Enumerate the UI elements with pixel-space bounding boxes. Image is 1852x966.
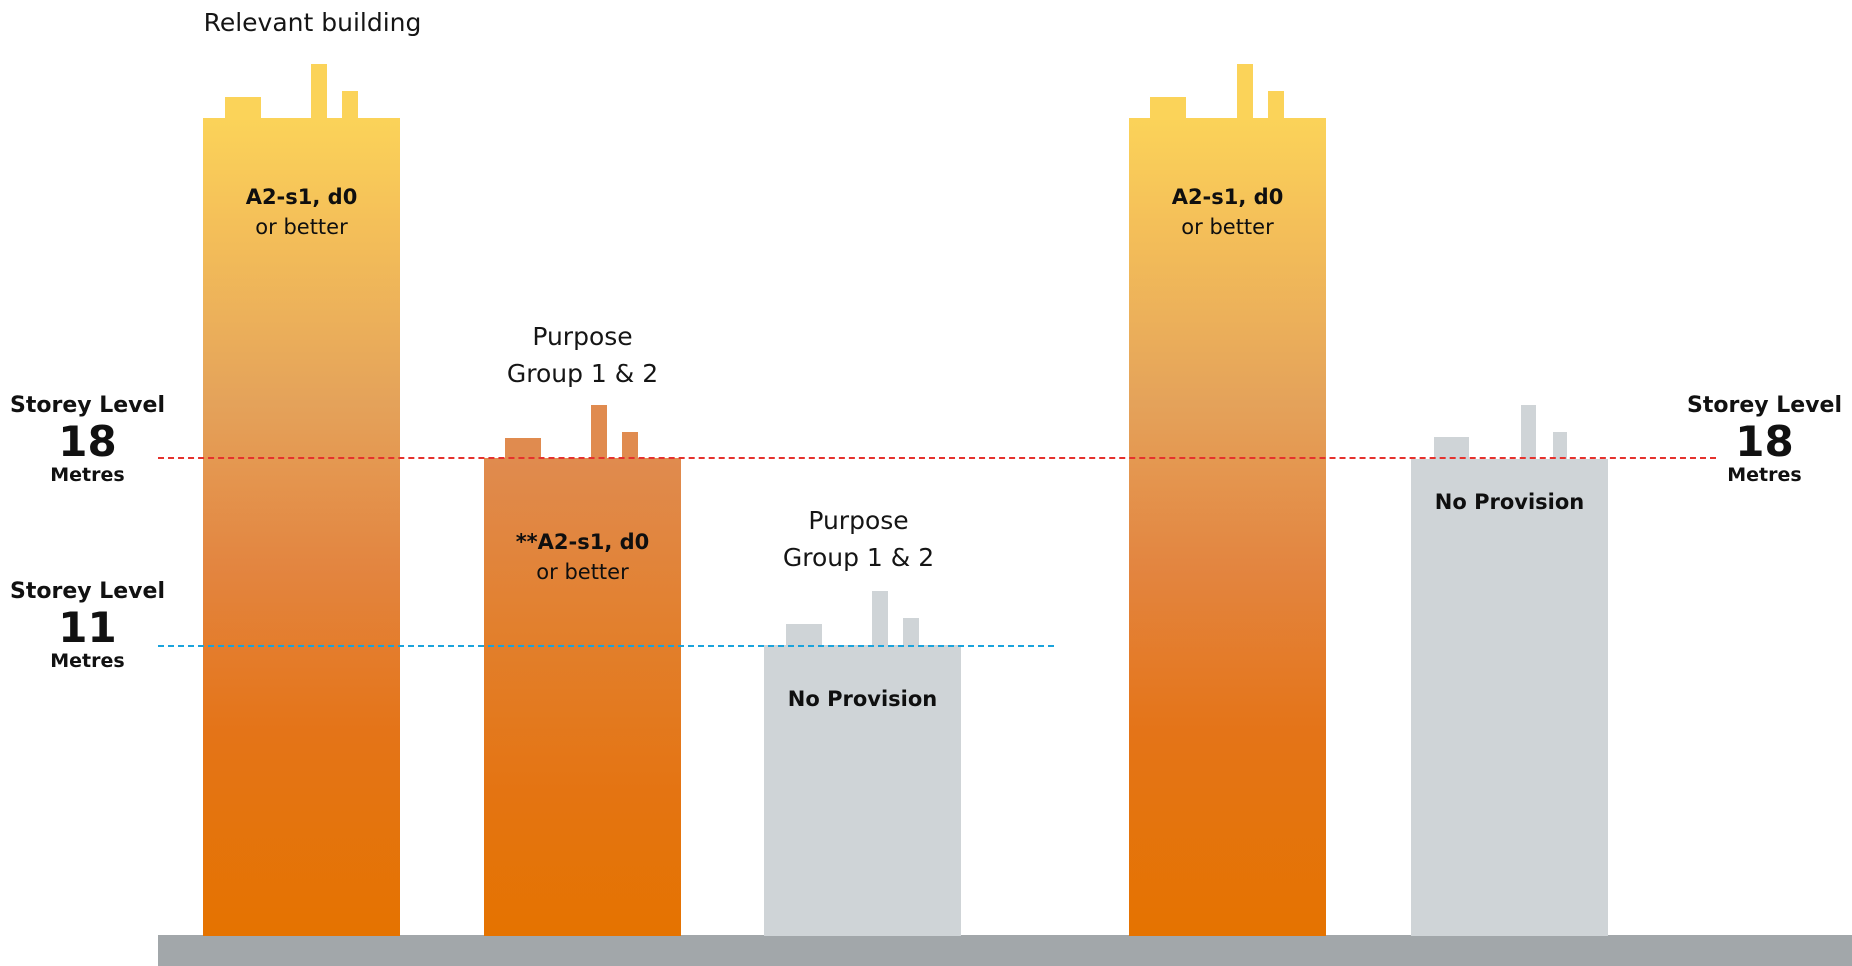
building-label: A2-s1, d0 or better: [203, 182, 400, 242]
building-label: A2-s1, d0 or better: [1129, 182, 1326, 242]
storey-level-value: 18: [1735, 417, 1794, 466]
building-label-class: No Provision: [1434, 490, 1585, 514]
caption-line-1: Purpose: [808, 506, 909, 535]
building-body: [1411, 459, 1608, 936]
ground-strip: [158, 935, 1852, 966]
caption-line-2: Group 1 & 2: [782, 543, 935, 572]
caption-purpose-group-18m: Purpose Group 1 & 2: [472, 318, 693, 392]
building-label-class: A2-s1, d0: [245, 185, 358, 209]
roof-chimney: [1521, 405, 1536, 460]
roof-block: [786, 624, 822, 646]
building-label: **A2-s1, d0 or better: [484, 527, 681, 587]
relevant-building-right: A2-s1, d0 or better: [1129, 64, 1326, 936]
building-label-class: No Provision: [787, 687, 938, 711]
roof-block: [1434, 437, 1469, 460]
storey-level-18m-right: Storey Level 18 Metres: [1677, 393, 1852, 485]
building-body: [484, 458, 681, 936]
roof-chimney: [1237, 64, 1253, 119]
purpose-group-building-18m: **A2-s1, d0 or better: [484, 405, 681, 936]
roof-chimney-small: [903, 618, 919, 646]
building-label-qualifier: or better: [255, 215, 348, 239]
storey-level-title: Storey Level: [10, 579, 165, 604]
caption-relevant-building: Relevant building: [180, 4, 445, 41]
caption-text: Relevant building: [203, 8, 422, 37]
roof-chimney: [591, 405, 607, 460]
building-label-class: **A2-s1, d0: [515, 530, 650, 554]
storey-level-unit: Metres: [1727, 464, 1802, 486]
storey-level-title: Storey Level: [1687, 393, 1842, 418]
building-label: No Provision: [764, 684, 961, 714]
storey-level-title: Storey Level: [10, 393, 165, 418]
roof-chimney: [311, 64, 327, 119]
roof-block: [225, 97, 261, 119]
roof-chimney-small: [1268, 91, 1284, 119]
caption-purpose-group-11m: Purpose Group 1 & 2: [748, 502, 969, 576]
building-label-class: A2-s1, d0: [1171, 185, 1284, 209]
building-label: No Provision: [1411, 487, 1608, 517]
storey-11m-line: [158, 645, 1054, 647]
building-body: [1129, 118, 1326, 936]
purpose-group-building-11m: No Provision: [764, 591, 961, 936]
storey-level-11m-left: Storey Level 11 Metres: [0, 579, 175, 671]
roof-chimney: [872, 591, 888, 646]
building-label-qualifier: or better: [1181, 215, 1274, 239]
storey-level-unit: Metres: [50, 464, 125, 486]
building-label-qualifier: or better: [536, 560, 629, 584]
relevant-building-left: A2-s1, d0 or better: [203, 64, 400, 936]
storey-level-unit: Metres: [50, 650, 125, 672]
roof-block: [505, 438, 541, 460]
roof-chimney-small: [1553, 432, 1567, 460]
storey-18m-line: [158, 457, 1716, 459]
roof-chimney-small: [342, 91, 358, 119]
roof-chimney-small: [622, 432, 638, 460]
roof-block: [1150, 97, 1186, 119]
storey-level-18m-left: Storey Level 18 Metres: [0, 393, 175, 485]
building-body: [203, 118, 400, 936]
caption-line-2: Group 1 & 2: [506, 359, 659, 388]
building-body: [764, 645, 961, 936]
caption-line-1: Purpose: [532, 322, 633, 351]
no-provision-building-18m: No Provision: [1411, 405, 1608, 936]
storey-level-value: 11: [58, 603, 117, 652]
storey-level-value: 18: [58, 417, 117, 466]
